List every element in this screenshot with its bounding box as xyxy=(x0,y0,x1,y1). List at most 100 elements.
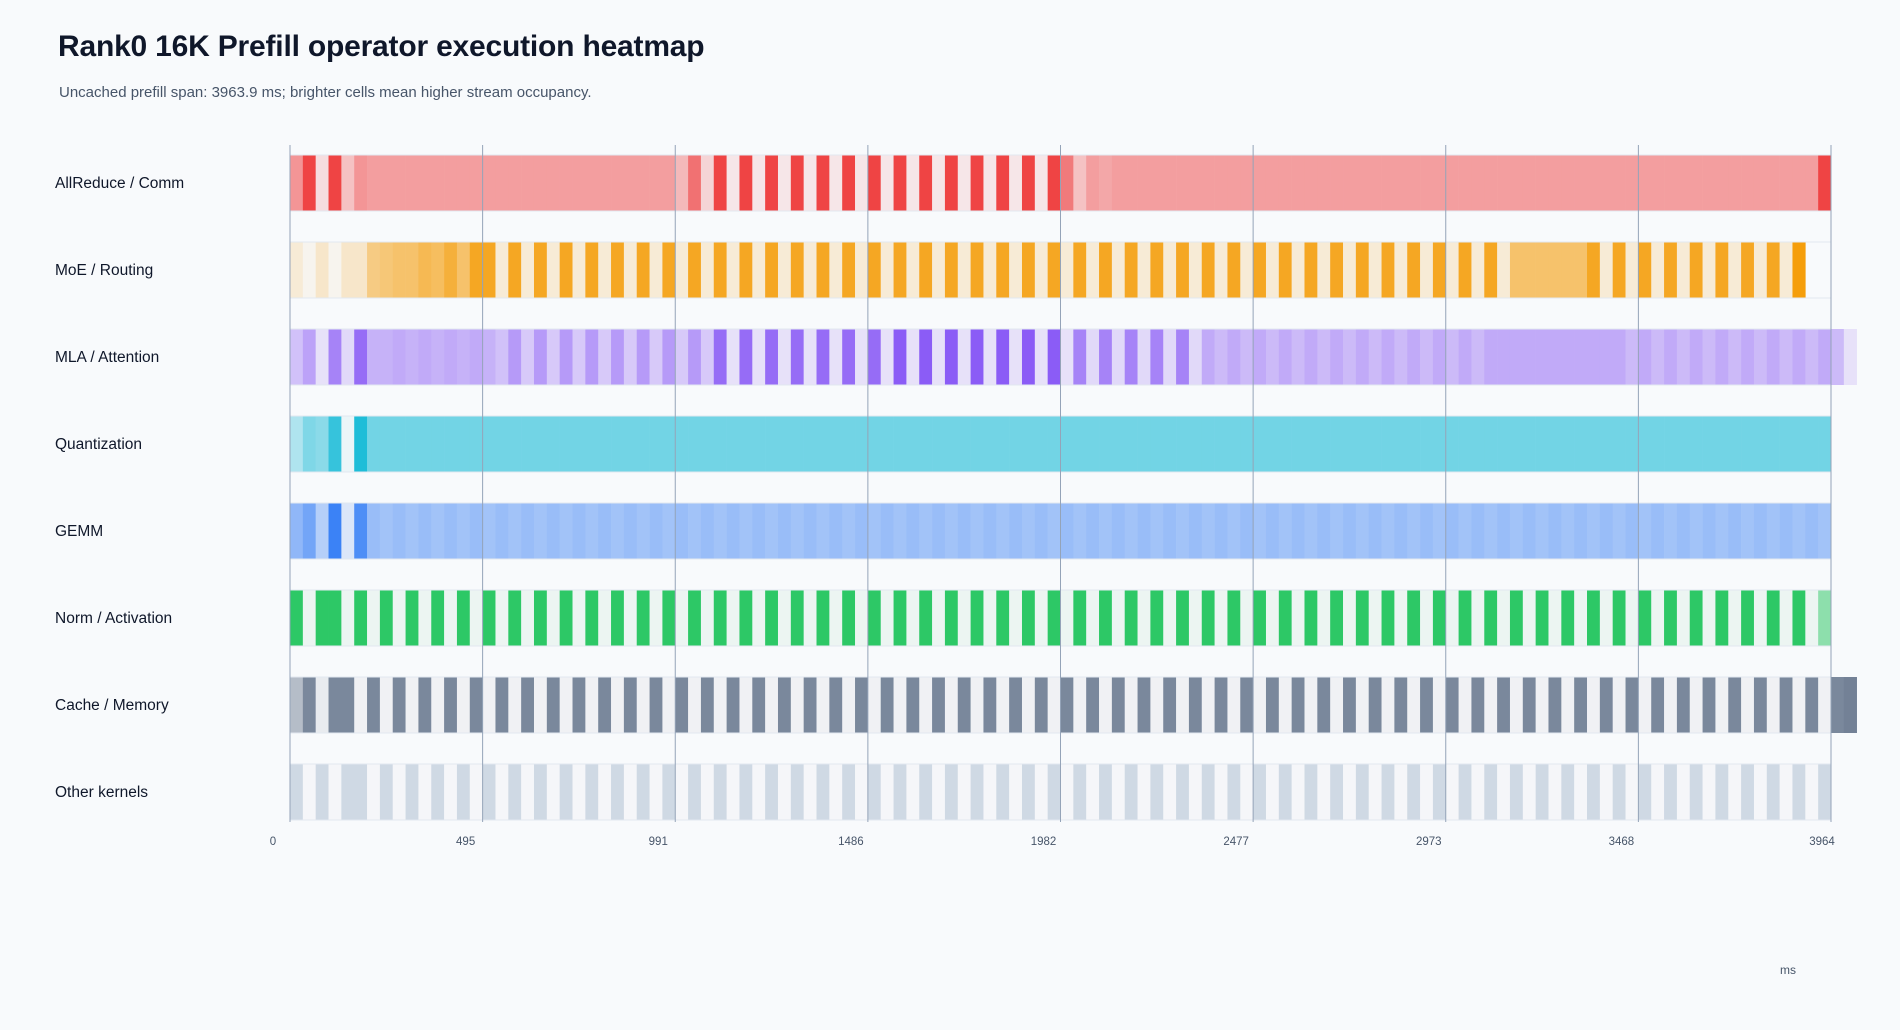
heatmap-cell xyxy=(328,677,342,733)
heatmap-cell xyxy=(1407,677,1421,733)
heatmap-cell xyxy=(1034,503,1048,559)
heatmap-cell xyxy=(1599,677,1613,733)
heatmap-cell xyxy=(1034,677,1048,733)
heatmap-cell xyxy=(983,242,997,298)
heatmap-cell xyxy=(739,677,753,733)
heatmap-cell xyxy=(1201,329,1215,385)
heatmap-cell xyxy=(508,590,522,646)
heatmap-cell xyxy=(1201,590,1215,646)
heatmap-cell xyxy=(675,590,689,646)
heatmap-cell xyxy=(970,677,984,733)
heatmap-cell xyxy=(1176,416,1190,472)
heatmap-cell xyxy=(1574,764,1588,820)
heatmap-cell xyxy=(1676,329,1691,385)
heatmap-cell xyxy=(1587,155,1601,211)
heatmap-cell xyxy=(559,590,573,646)
heatmap-cell xyxy=(572,329,586,385)
heatmap-cell xyxy=(1047,764,1061,820)
heatmap-cell xyxy=(700,503,715,559)
heatmap-cell xyxy=(1599,590,1613,646)
heatmap-cell xyxy=(1073,155,1087,211)
heatmap-cell xyxy=(1638,155,1652,211)
heatmap-cell xyxy=(662,155,676,211)
heatmap-cell xyxy=(431,590,445,646)
heatmap-cell xyxy=(1124,503,1138,559)
heatmap-cell xyxy=(1741,329,1755,385)
heatmap-cell xyxy=(1201,764,1215,820)
heatmap-cell xyxy=(1741,677,1755,733)
heatmap-cell xyxy=(636,590,650,646)
heatmap-cell xyxy=(1792,590,1806,646)
heatmap-cell xyxy=(1612,764,1626,820)
heatmap-cell xyxy=(688,503,702,559)
heatmap-cell xyxy=(1484,503,1498,559)
heatmap-cell xyxy=(1522,329,1536,385)
heatmap-cell xyxy=(944,155,959,211)
heatmap-cell xyxy=(1445,764,1459,820)
heatmap-cell xyxy=(867,677,882,733)
heatmap-cell xyxy=(392,416,406,472)
heatmap-cell xyxy=(1599,416,1613,472)
heatmap-cell xyxy=(919,155,933,211)
heatmap-cell xyxy=(790,590,804,646)
heatmap-cell xyxy=(944,590,959,646)
heatmap-cell xyxy=(354,155,368,211)
heatmap-cell xyxy=(1253,416,1267,472)
heatmap-cell xyxy=(623,677,638,733)
heatmap-cell xyxy=(816,590,830,646)
heatmap-cell xyxy=(1509,242,1524,298)
heatmap-cell xyxy=(1304,155,1318,211)
heatmap-cell xyxy=(765,590,779,646)
heatmap-cell xyxy=(996,155,1010,211)
heatmap-cell xyxy=(1574,242,1588,298)
heatmap-cell xyxy=(752,590,766,646)
heatmap-cell xyxy=(1343,242,1357,298)
heatmap-cell xyxy=(1111,242,1126,298)
heatmap-cell xyxy=(1278,416,1292,472)
heatmap-cell xyxy=(739,155,753,211)
heatmap-cell xyxy=(1009,329,1023,385)
heatmap-cell xyxy=(970,329,984,385)
heatmap-cell xyxy=(1394,155,1408,211)
heatmap-cell xyxy=(1060,329,1074,385)
heatmap-cell xyxy=(1163,155,1177,211)
heatmap-cell xyxy=(1150,503,1164,559)
heatmap-cell xyxy=(1689,590,1703,646)
x-tick-label: 991 xyxy=(649,836,668,848)
heatmap-cell xyxy=(1278,329,1292,385)
heatmap-cell xyxy=(803,503,817,559)
heatmap-cell xyxy=(880,764,894,820)
heatmap-cell xyxy=(1471,416,1485,472)
heatmap-cell xyxy=(1124,590,1138,646)
heatmap-cell xyxy=(700,677,715,733)
heatmap-cell xyxy=(713,329,727,385)
heatmap-cell xyxy=(919,764,933,820)
heatmap-cell xyxy=(1561,416,1575,472)
heatmap-cell xyxy=(880,503,894,559)
heatmap-cell xyxy=(444,416,458,472)
heatmap-cell xyxy=(521,677,535,733)
heatmap-cell xyxy=(688,242,702,298)
heatmap-cell xyxy=(1625,416,1639,472)
heatmap-cell xyxy=(521,764,535,820)
heatmap-cell xyxy=(1099,329,1113,385)
heatmap-cell xyxy=(970,416,984,472)
heatmap-cell xyxy=(970,503,984,559)
heatmap-cell xyxy=(662,503,676,559)
heatmap-cell xyxy=(469,155,483,211)
heatmap-cell xyxy=(1021,242,1036,298)
heatmap-cell xyxy=(983,590,997,646)
heatmap-cell xyxy=(1304,764,1318,820)
heatmap-cell xyxy=(302,590,316,646)
heatmap-cell xyxy=(1163,590,1177,646)
heatmap-cell xyxy=(328,242,342,298)
heatmap-cell xyxy=(1355,677,1369,733)
heatmap-cell xyxy=(495,416,509,472)
heatmap-cell xyxy=(1368,590,1382,646)
heatmap-cell xyxy=(1432,677,1447,733)
heatmap-cell xyxy=(1099,503,1113,559)
heatmap-cell xyxy=(623,329,638,385)
heatmap-cell xyxy=(1625,503,1639,559)
heatmap-cell xyxy=(1779,242,1793,298)
